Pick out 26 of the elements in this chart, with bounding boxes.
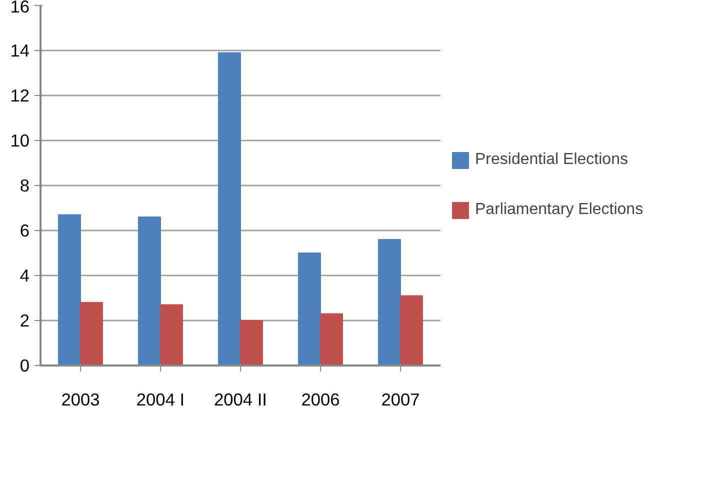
bar bbox=[240, 320, 263, 366]
y-tick-label: 8 bbox=[20, 176, 30, 196]
bar bbox=[58, 214, 81, 366]
y-tick-label: 16 bbox=[10, 0, 30, 16]
y-tick-label: 12 bbox=[10, 86, 30, 106]
bar bbox=[160, 304, 183, 366]
bar bbox=[138, 216, 161, 366]
y-tick-label: 6 bbox=[20, 220, 30, 240]
bar bbox=[80, 302, 103, 366]
y-tick-label: 14 bbox=[10, 40, 30, 60]
bar bbox=[320, 313, 343, 366]
y-tick-label: 10 bbox=[10, 130, 30, 150]
bar bbox=[298, 252, 321, 366]
y-tick-label: 0 bbox=[20, 356, 30, 376]
x-tick-label: 2004 II bbox=[214, 390, 268, 410]
x-tick-label: 2007 bbox=[381, 390, 420, 410]
x-tick-label: 2003 bbox=[61, 390, 100, 410]
legend-label: Presidential Elections bbox=[475, 151, 628, 169]
bar bbox=[400, 295, 423, 366]
bar bbox=[218, 52, 241, 366]
y-tick-label: 2 bbox=[20, 310, 30, 330]
legend-label: Parliamentary Elections bbox=[475, 201, 644, 219]
y-tick-label: 4 bbox=[20, 266, 30, 286]
bar bbox=[378, 239, 401, 366]
x-tick-label: 2006 bbox=[301, 390, 340, 410]
x-tick-label: 2004 I bbox=[136, 390, 185, 410]
